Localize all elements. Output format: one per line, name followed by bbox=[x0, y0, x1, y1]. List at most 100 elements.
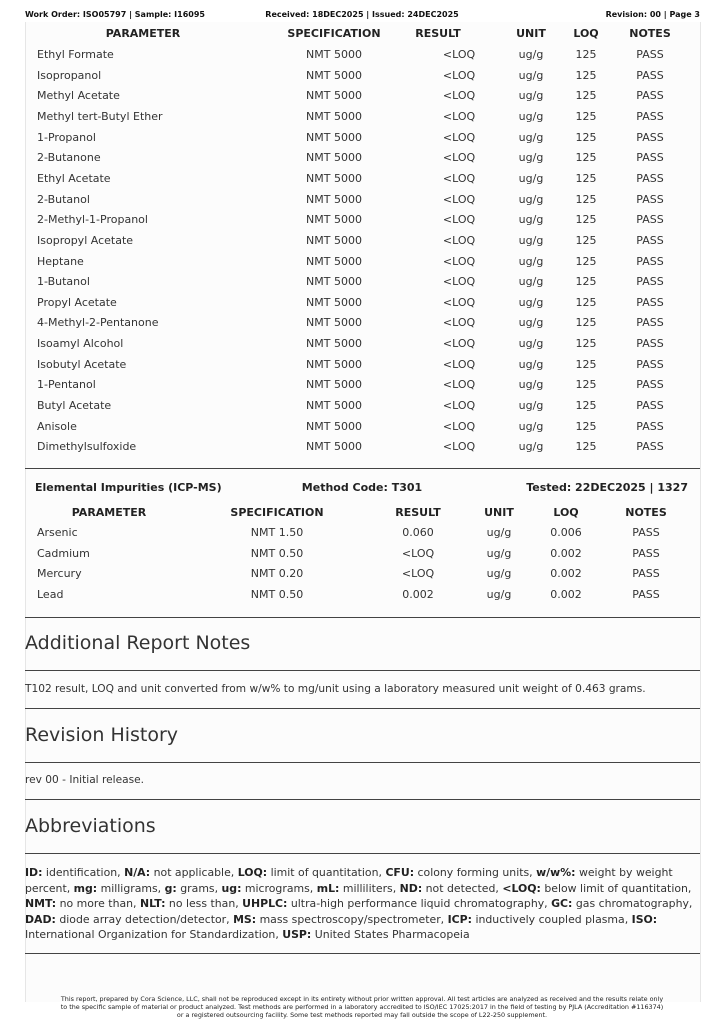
abbreviation-term: NLT: bbox=[140, 897, 166, 911]
table-cell: <LOQ bbox=[442, 337, 476, 351]
table-cell: 0.002 bbox=[550, 567, 582, 581]
table-cell: Anisole bbox=[37, 419, 77, 433]
header-left: Work Order: ISO05797 | Sample: I16095 bbox=[25, 10, 205, 19]
column-header: RESULT bbox=[415, 27, 461, 40]
table-cell: NMT 5000 bbox=[306, 89, 362, 103]
table-cell: NMT 5000 bbox=[306, 68, 362, 82]
table-cell: NMT 5000 bbox=[306, 192, 362, 206]
table-cell: 125 bbox=[575, 192, 597, 206]
table-cell: 2-Methyl-1-Propanol bbox=[37, 213, 148, 227]
table-cell: Dimethylsulfoxide bbox=[37, 440, 137, 454]
abbreviation-definition: milliliters, bbox=[342, 881, 397, 895]
table-cell: PASS bbox=[636, 68, 664, 82]
table-cell: PASS bbox=[636, 151, 664, 165]
table-cell: NMT 5000 bbox=[306, 275, 362, 289]
table-cell: NMT 5000 bbox=[306, 337, 362, 351]
footer-line: to the specific sample of material or pr… bbox=[60, 1003, 664, 1012]
table-cell: NMT 0.50 bbox=[250, 587, 304, 601]
abbreviation-definition: limit of quantitation, bbox=[270, 866, 382, 879]
abbreviation-definition: United States Pharmacopeia bbox=[314, 928, 470, 942]
table-cell: NMT 0.20 bbox=[250, 567, 304, 581]
table-cell: Methyl tert-Butyl Ether bbox=[37, 109, 163, 123]
table-cell: 0.002 bbox=[550, 587, 582, 601]
section-title: Elemental Impurities (ICP-MS) bbox=[35, 481, 222, 494]
table-cell: ug/g bbox=[486, 587, 512, 601]
table-cell: <LOQ bbox=[442, 109, 476, 123]
table-cell: Ethyl Formate bbox=[37, 48, 114, 61]
table-cell: Heptane bbox=[37, 254, 84, 268]
column-header: LOQ bbox=[553, 506, 579, 519]
table-cell: PASS bbox=[636, 171, 664, 185]
table-cell: <LOQ bbox=[442, 399, 476, 413]
table-cell: 2-Butanol bbox=[37, 192, 90, 206]
table-cell: <LOQ bbox=[442, 295, 476, 309]
abbreviation-definition: ultra-high performance liquid chromatogr… bbox=[290, 897, 548, 911]
abbreviation-definition: not detected, bbox=[425, 881, 499, 895]
table-cell: NMT 5000 bbox=[306, 233, 362, 247]
abbreviation-term: ISO: bbox=[631, 912, 658, 926]
table-cell: Isopropyl Acetate bbox=[37, 233, 134, 247]
revision-text: rev 00 - Initial release. bbox=[25, 774, 144, 786]
table-cell: PASS bbox=[636, 192, 664, 206]
table-cell: 125 bbox=[575, 233, 597, 247]
abbreviation-definition: no more than, bbox=[59, 897, 137, 911]
table-cell: 125 bbox=[575, 440, 597, 454]
method-code: Method Code: T301 bbox=[301, 481, 423, 494]
table-cell: <LOQ bbox=[442, 89, 476, 103]
table-cell: 125 bbox=[575, 295, 597, 309]
abbreviation-term: mg: bbox=[73, 881, 98, 895]
note-text: T102 result, LOQ and unit converted from… bbox=[25, 683, 646, 695]
abbreviation-definition: International Organization for Standardi… bbox=[25, 928, 279, 942]
table-cell: ug/g bbox=[518, 440, 544, 454]
table-cell: Butyl Acetate bbox=[37, 399, 112, 413]
divider bbox=[25, 708, 700, 709]
table-cell: 1-Butanol bbox=[37, 275, 90, 289]
table-cell: <LOQ bbox=[401, 546, 435, 560]
table-cell: 125 bbox=[575, 109, 597, 123]
abbreviation-definition: milligrams, bbox=[100, 881, 162, 895]
table-cell: ug/g bbox=[486, 526, 512, 539]
table-cell: <LOQ bbox=[442, 233, 476, 247]
section-heading: Additional Report Notes bbox=[25, 632, 251, 654]
abbreviation-definition: not applicable, bbox=[153, 866, 235, 879]
table-cell: ug/g bbox=[518, 399, 544, 413]
divider bbox=[25, 799, 700, 800]
table-cell: NMT 5000 bbox=[306, 378, 362, 392]
column-header: LOQ bbox=[573, 27, 599, 40]
table-cell: 2-Butanone bbox=[37, 151, 101, 165]
divider bbox=[25, 617, 700, 618]
table-cell: 125 bbox=[575, 275, 597, 289]
table-cell: <LOQ bbox=[442, 48, 476, 61]
table-cell: ug/g bbox=[518, 151, 544, 165]
table-cell: Arsenic bbox=[37, 526, 78, 539]
abbreviation-definition: diode array detection/detector, bbox=[59, 912, 230, 926]
table-cell: 125 bbox=[575, 171, 597, 185]
section-heading: Revision History bbox=[25, 724, 179, 746]
table-cell: PASS bbox=[636, 130, 664, 144]
table-cell: <LOQ bbox=[442, 68, 476, 82]
table-cell: PASS bbox=[632, 526, 660, 539]
table-cell: NMT 5000 bbox=[306, 48, 362, 61]
table-cell: NMT 5000 bbox=[306, 316, 362, 330]
divider bbox=[25, 468, 700, 469]
abbreviation-term: g: bbox=[164, 881, 177, 895]
table-cell: 4-Methyl-2-Pentanone bbox=[37, 316, 159, 330]
table-cell: 0.002 bbox=[550, 546, 582, 560]
column-header: PARAMETER bbox=[105, 27, 181, 40]
column-header: NOTES bbox=[625, 506, 667, 519]
table-cell: <LOQ bbox=[442, 378, 476, 392]
report-area bbox=[25, 22, 701, 1002]
abbreviation-definition: identification, bbox=[45, 866, 121, 879]
table-cell: <LOQ bbox=[442, 213, 476, 227]
column-header: RESULT bbox=[395, 506, 441, 519]
header-right: Revision: 00 | Page 3 bbox=[605, 10, 700, 19]
table-cell: ug/g bbox=[518, 254, 544, 268]
abbreviation-definition: grams, bbox=[180, 881, 219, 895]
tested-date: Tested: 22DEC2025 | 1327 bbox=[526, 481, 688, 494]
table-cell: Isoamyl Alcohol bbox=[37, 337, 124, 351]
table-cell: PASS bbox=[636, 295, 664, 309]
table-cell: 125 bbox=[575, 316, 597, 330]
table-cell: <LOQ bbox=[442, 254, 476, 268]
table-cell: PASS bbox=[636, 419, 664, 433]
table-cell: <LOQ bbox=[442, 316, 476, 330]
